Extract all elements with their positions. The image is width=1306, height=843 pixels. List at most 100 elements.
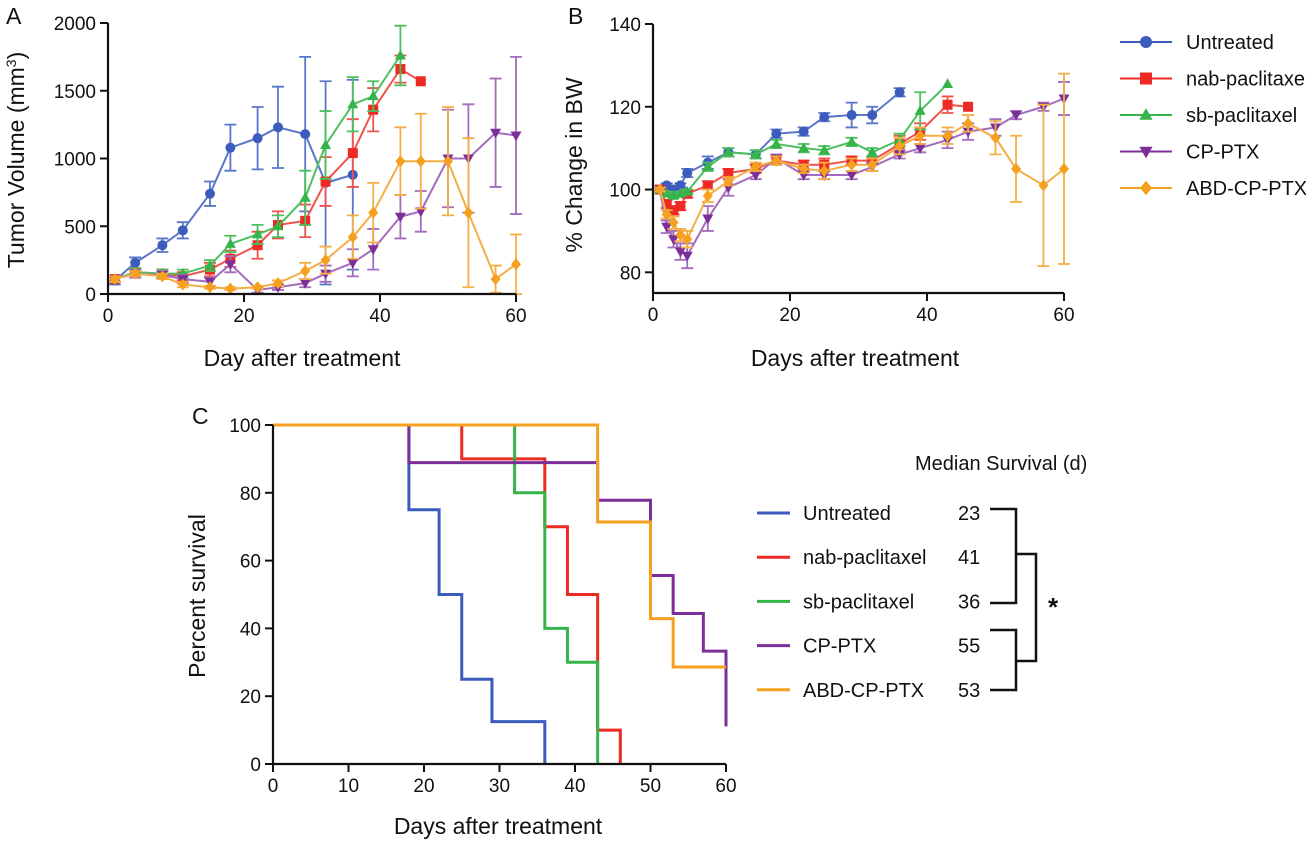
panel-b-point-abd-cp-ptx: [771, 154, 782, 167]
panel-a-x-tick-label: 60: [505, 306, 526, 327]
panel-c-letter: C: [192, 403, 209, 429]
panel-a-point-abd-cp-ptx: [177, 278, 188, 291]
panel-c-y-tick-label: 80: [240, 484, 261, 505]
significance-star: *: [1048, 592, 1059, 622]
panel-a-point-untreated: [225, 142, 236, 153]
panel-b-point-untreated: [675, 180, 686, 191]
panel-a-point-cp-ptx: [510, 131, 522, 142]
median-survival-abd-cp-ptx: 53: [958, 680, 980, 702]
panel-b-point-sb-paclitaxel: [770, 138, 782, 149]
panel-b-point-sb-paclitaxel: [818, 144, 830, 155]
legend-label-nab-paclitaxel: nab-paclitaxel: [1186, 69, 1306, 91]
panel-b-point-nab-paclitaxel: [668, 205, 679, 216]
panel-a-point-untreated: [130, 257, 141, 268]
panel-b-point-nab-paclitaxel: [702, 180, 713, 191]
panel-b-point-sb-paclitaxel: [942, 78, 954, 89]
panel-a-x-axis-label: Day after treatment: [204, 345, 401, 371]
legend-label-untreated: Untreated: [1186, 32, 1274, 54]
panel-b-point-sb-paclitaxel: [722, 146, 734, 157]
panel-b-point-cp-ptx: [674, 247, 686, 258]
panel-b-point-abd-cp-ptx: [963, 117, 974, 130]
panel-b-series-cp-ptx: [653, 81, 1070, 270]
panel-a-point-abd-cp-ptx: [205, 281, 215, 294]
panel-c-x-tick-label: 40: [564, 776, 585, 797]
panel-b-point-abd-cp-ptx: [894, 140, 905, 153]
panel-a-y-axis-label-main: Tumor Volume (mm: [3, 67, 29, 268]
survival-legend-label-untreated: Untreated: [803, 503, 891, 525]
panel-a-series-cp-ptx: [108, 55, 522, 296]
panel-a-point-untreated: [205, 188, 215, 199]
panel-b-point-cp-ptx: [750, 171, 762, 181]
panel-b-point-abd-cp-ptx: [750, 160, 761, 173]
panel-a-point-sb-paclitaxel: [299, 192, 311, 202]
panel-a-point-abd-cp-ptx: [511, 258, 521, 271]
panel-a-point-sb-paclitaxel: [272, 220, 284, 231]
panel-b-series-abd-cp-ptx: [653, 72, 1070, 267]
panel-c-x-tick-label: 20: [413, 776, 434, 797]
panel-a-point-cp-ptx: [490, 128, 502, 139]
panel-a-y-tick-label: 2000: [54, 14, 96, 35]
panel-b-point-abd-cp-ptx: [867, 158, 878, 171]
panel-a-point-abd-cp-ptx: [252, 281, 263, 294]
survival-chart: 0 10 20 30 40 50 60 0 20 40 60 80 100 Days after tre…: [184, 416, 737, 839]
panel-b-point-nab-paclitaxel: [661, 199, 672, 210]
panel-c-x-tick-label: 30: [489, 776, 510, 797]
panel-b-point-sb-paclitaxel: [914, 105, 926, 115]
survival-legend-label-sb-paclitaxel: sb-paclitaxel: [803, 591, 914, 613]
panel-b-point-abd-cp-ptx: [798, 162, 809, 175]
panel-a-point-sb-paclitaxel: [320, 139, 332, 149]
panel-a-point-abd-cp-ptx: [463, 206, 474, 219]
panel-b-x-tick-label: 0: [648, 305, 659, 326]
panel-b-y-tick-label: 100: [609, 181, 641, 202]
panel-a-point-sb-paclitaxel: [204, 259, 216, 270]
panel-b-point-abd-cp-ptx: [654, 183, 665, 196]
legend-marker-abd-cp-ptx: [1140, 180, 1152, 196]
panel-b-y-tick-label: 80: [620, 263, 641, 284]
panel-c-x-tick-label: 0: [268, 776, 279, 797]
panel-b-point-cp-ptx: [668, 235, 680, 245]
legend-label-sb-paclitaxel: sb-paclitaxel: [1186, 105, 1297, 127]
panel-a-point-abd-cp-ptx: [415, 155, 426, 168]
panel-a-point-sb-paclitaxel: [224, 238, 236, 248]
panel-c-y-tick-label: 0: [250, 755, 261, 776]
panel-b-point-nab-paclitaxel: [723, 167, 734, 178]
panel-a-point-cp-ptx: [394, 212, 406, 223]
panel-a-point-untreated: [252, 133, 263, 144]
panel-b-x-axis-label: Days after treatment: [751, 345, 960, 371]
panel-b-point-untreated: [798, 126, 809, 137]
legend-label-abd-cp-ptx: ABD-CP-PTX: [1186, 178, 1306, 200]
panel-b-point-cp-ptx: [914, 144, 926, 154]
panel-b-point-sb-paclitaxel: [798, 142, 810, 153]
panel-b-y-tick-label: 140: [609, 15, 641, 36]
panel-c-x-tick-label: 10: [338, 776, 359, 797]
panel-b-point-untreated: [894, 87, 905, 98]
panel-b-point-abd-cp-ptx: [682, 233, 693, 246]
panel-a-y-tick-label: 0: [85, 285, 96, 306]
panel-a-point-abd-cp-ptx: [130, 267, 141, 280]
panel-a-point-sb-paclitaxel: [394, 49, 406, 60]
panel-b-point-nab-paclitaxel: [963, 101, 974, 112]
panel-a-point-cp-ptx: [347, 258, 359, 269]
panel-a-x-tick-label: 0: [103, 306, 114, 327]
panel-b-point-cp-ptx: [1010, 111, 1022, 121]
panel-b-x-tick-label: 40: [916, 305, 937, 326]
panel-b-point-untreated: [819, 112, 830, 123]
panel-b-point-abd-cp-ptx: [675, 229, 686, 242]
panel-a-point-cp-ptx: [367, 245, 379, 256]
panel-a-point-abd-cp-ptx: [395, 155, 406, 168]
panel-c-x-axis-label: Days after treatment: [394, 813, 603, 839]
panel-b-x-tick-label: 60: [1053, 305, 1074, 326]
panel-a-point-nab-paclitaxel: [252, 240, 263, 251]
panel-b-point-untreated: [771, 128, 782, 139]
legend-marker-sb-paclitaxel: [1139, 108, 1153, 120]
legend-marker-untreated: [1140, 36, 1152, 48]
panel-b-point-abd-cp-ptx: [990, 131, 1001, 144]
panel-a-point-nab-paclitaxel: [347, 148, 358, 159]
panel-b-point-untreated: [682, 167, 693, 178]
panel-a-point-nab-paclitaxel: [415, 76, 426, 87]
panel-a-point-abd-cp-ptx: [368, 206, 379, 219]
survival-legend-label-abd-cp-ptx: ABD-CP-PTX: [803, 680, 924, 702]
panel-b-line-untreated: [659, 91, 901, 191]
